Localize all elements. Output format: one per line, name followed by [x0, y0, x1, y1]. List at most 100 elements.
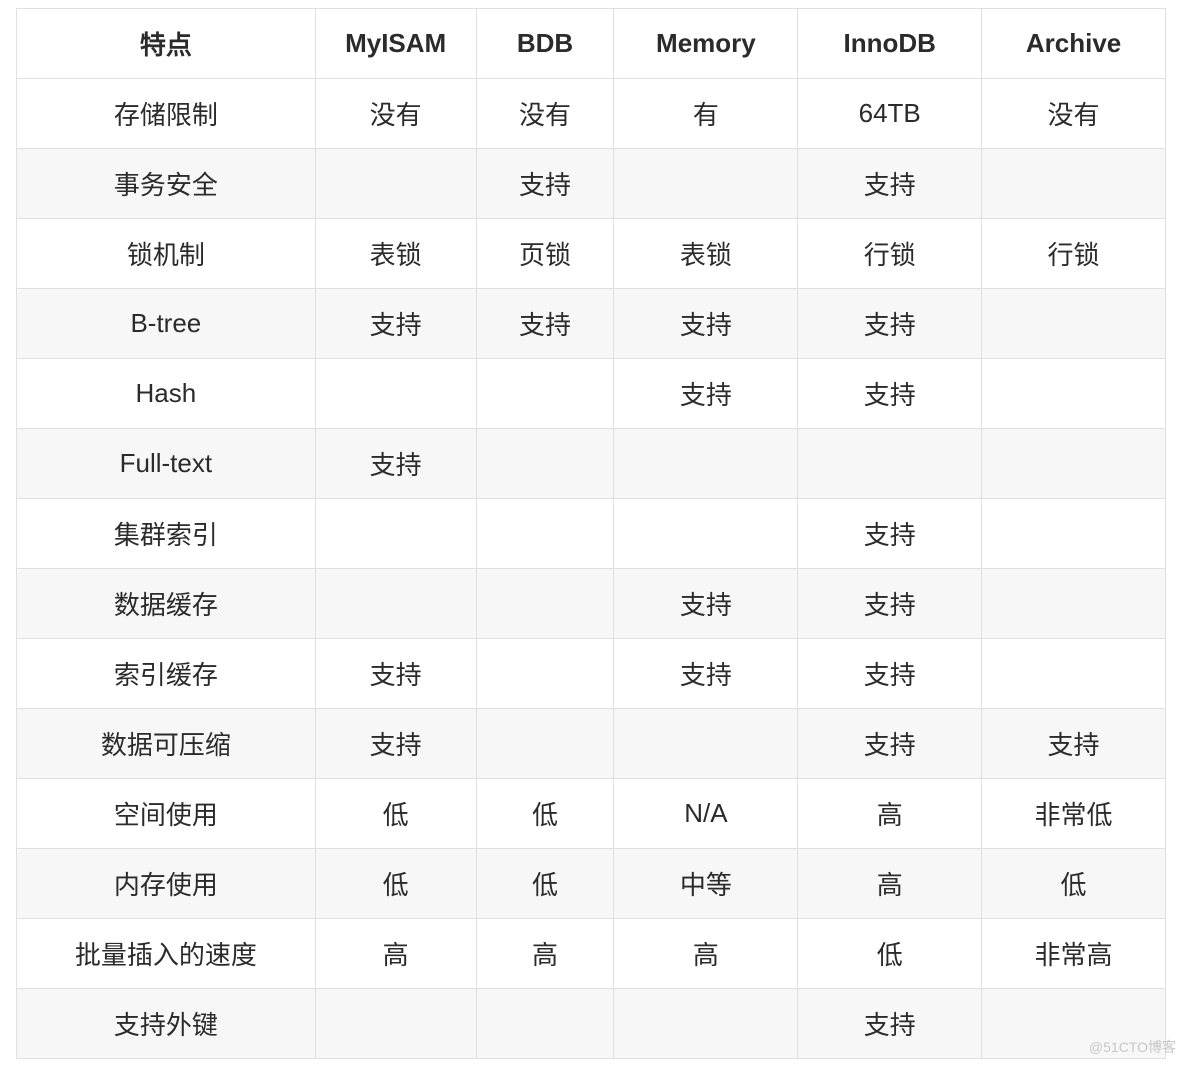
table-row: 集群索引 支持	[17, 499, 1166, 569]
table-cell	[476, 989, 614, 1059]
table-cell: 64TB	[798, 79, 982, 149]
table-cell: 表锁	[614, 219, 798, 289]
table-cell: N/A	[614, 779, 798, 849]
table-row: 事务安全 支持 支持	[17, 149, 1166, 219]
table-cell: 高	[798, 779, 982, 849]
table-cell	[982, 149, 1166, 219]
table-cell	[476, 709, 614, 779]
table-cell: 低	[315, 779, 476, 849]
table-cell: 支持	[315, 289, 476, 359]
table-cell: 支持	[798, 709, 982, 779]
table-row: 支持外键 支持	[17, 989, 1166, 1059]
table-cell: 没有	[315, 79, 476, 149]
table-cell	[982, 499, 1166, 569]
table-cell: 批量插入的速度	[17, 919, 316, 989]
table-cell	[982, 359, 1166, 429]
table-cell: Hash	[17, 359, 316, 429]
table-header-cell: BDB	[476, 9, 614, 79]
table-cell	[476, 359, 614, 429]
table-cell: 存储限制	[17, 79, 316, 149]
table-header-cell: InnoDB	[798, 9, 982, 79]
table-cell	[798, 429, 982, 499]
table-cell: 事务安全	[17, 149, 316, 219]
table-cell: 高	[476, 919, 614, 989]
table-cell: 支持	[614, 639, 798, 709]
table-cell	[982, 289, 1166, 359]
table-cell: 支持	[315, 639, 476, 709]
table-cell: 支持	[798, 289, 982, 359]
table-cell	[614, 429, 798, 499]
table-cell: 支持	[798, 989, 982, 1059]
table-cell: 行锁	[798, 219, 982, 289]
page-container: 特点MyISAMBDBMemoryInnoDBArchive 存储限制没有没有有…	[0, 8, 1184, 1059]
table-row: Full-text支持	[17, 429, 1166, 499]
table-row: 内存使用低低中等高低	[17, 849, 1166, 919]
table-cell	[315, 149, 476, 219]
table-cell: 没有	[476, 79, 614, 149]
table-cell: 页锁	[476, 219, 614, 289]
table-cell: B-tree	[17, 289, 316, 359]
table-cell: 非常高	[982, 919, 1166, 989]
table-row: B-tree支持支持支持支持	[17, 289, 1166, 359]
table-cell: 表锁	[315, 219, 476, 289]
table-row: 索引缓存支持支持支持	[17, 639, 1166, 709]
table-cell: 支持	[476, 149, 614, 219]
table-row: 存储限制没有没有有64TB没有	[17, 79, 1166, 149]
table-header-cell: MyISAM	[315, 9, 476, 79]
table-cell: 支持	[982, 709, 1166, 779]
table-cell: 低	[798, 919, 982, 989]
table-cell: 有	[614, 79, 798, 149]
table-cell: 支持	[315, 429, 476, 499]
table-row: 空间使用低低N/A高非常低	[17, 779, 1166, 849]
table-cell	[476, 429, 614, 499]
table-cell: 支持外键	[17, 989, 316, 1059]
table-header-cell: Archive	[982, 9, 1166, 79]
table-header-cell: Memory	[614, 9, 798, 79]
table-cell: 支持	[798, 499, 982, 569]
table-cell	[982, 569, 1166, 639]
table-row: 锁机制表锁页锁表锁行锁行锁	[17, 219, 1166, 289]
table-cell: 数据缓存	[17, 569, 316, 639]
table-cell	[315, 569, 476, 639]
table-cell: 中等	[614, 849, 798, 919]
table-cell: 行锁	[982, 219, 1166, 289]
table-cell: 支持	[798, 149, 982, 219]
table-cell: 索引缓存	[17, 639, 316, 709]
table-cell: 没有	[982, 79, 1166, 149]
table-cell: 内存使用	[17, 849, 316, 919]
table-cell: 支持	[614, 359, 798, 429]
table-cell: 支持	[315, 709, 476, 779]
table-row: 数据缓存支持支持	[17, 569, 1166, 639]
table-cell: 锁机制	[17, 219, 316, 289]
table-header-cell: 特点	[17, 9, 316, 79]
table-cell: 低	[476, 849, 614, 919]
table-cell	[982, 429, 1166, 499]
table-cell: 高	[614, 919, 798, 989]
table-cell: 低	[476, 779, 614, 849]
table-cell: 集群索引	[17, 499, 316, 569]
table-cell: 低	[982, 849, 1166, 919]
table-body: 存储限制没有没有有64TB没有事务安全支持支持锁机制表锁页锁表锁行锁行锁B-tr…	[17, 79, 1166, 1059]
table-cell	[614, 499, 798, 569]
table-row: 数据可压缩支持支持支持	[17, 709, 1166, 779]
table-cell	[476, 639, 614, 709]
table-cell: 支持	[798, 639, 982, 709]
table-cell	[614, 709, 798, 779]
table-row: Hash支持支持	[17, 359, 1166, 429]
table-cell	[315, 359, 476, 429]
table-cell	[315, 989, 476, 1059]
table-cell: 支持	[614, 289, 798, 359]
table-cell: 低	[315, 849, 476, 919]
table-cell	[315, 499, 476, 569]
table-cell	[614, 149, 798, 219]
table-cell: 数据可压缩	[17, 709, 316, 779]
table-cell: 非常低	[982, 779, 1166, 849]
table-cell: 高	[315, 919, 476, 989]
table-cell	[982, 639, 1166, 709]
table-cell: 支持	[798, 569, 982, 639]
table-cell	[614, 989, 798, 1059]
table-row: 批量插入的速度高高高低非常高	[17, 919, 1166, 989]
table-cell	[476, 499, 614, 569]
table-cell: 空间使用	[17, 779, 316, 849]
watermark: @51CTO博客	[1089, 1037, 1176, 1057]
